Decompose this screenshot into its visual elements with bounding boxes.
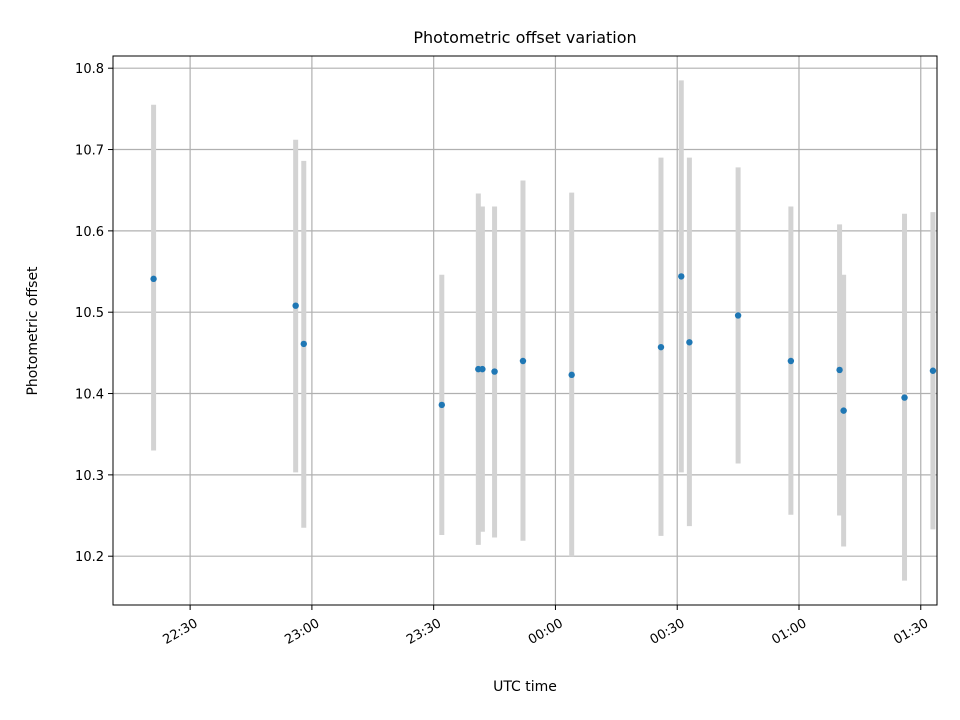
y-tick-label: 10.7 [75,144,104,159]
data-point [901,394,908,401]
data-point [929,367,937,374]
data-point [678,273,685,280]
data-point [840,407,847,414]
data-point [519,357,527,365]
y-axis-ticks: 10.2 10.3 10.4 10.5 10.6 10.7 10.8 [75,62,113,565]
y-tick-label: 10.6 [75,225,104,240]
data-point [491,368,498,375]
chart-title: Photometric offset variation [413,28,636,47]
data-point [292,302,299,309]
plot-frame [112,55,938,606]
x-axis-label: UTC time [493,679,557,695]
data-points [150,273,937,414]
data-point [734,312,742,319]
data-point [150,275,157,283]
data-point [300,340,307,348]
data-point [836,366,843,374]
data-point [686,339,693,346]
data-point [568,371,575,379]
y-tick-label: 10.8 [75,62,104,77]
y-axis-label: Photometric offset [25,266,41,396]
y-tick-label: 10.3 [75,469,104,484]
y-tick-label: 10.2 [75,550,104,565]
data-point [787,357,795,365]
data-point [479,365,486,373]
data-point [438,401,445,409]
y-tick-label: 10.5 [75,306,104,321]
data-point [657,343,665,351]
y-tick-label: 10.4 [75,388,104,403]
